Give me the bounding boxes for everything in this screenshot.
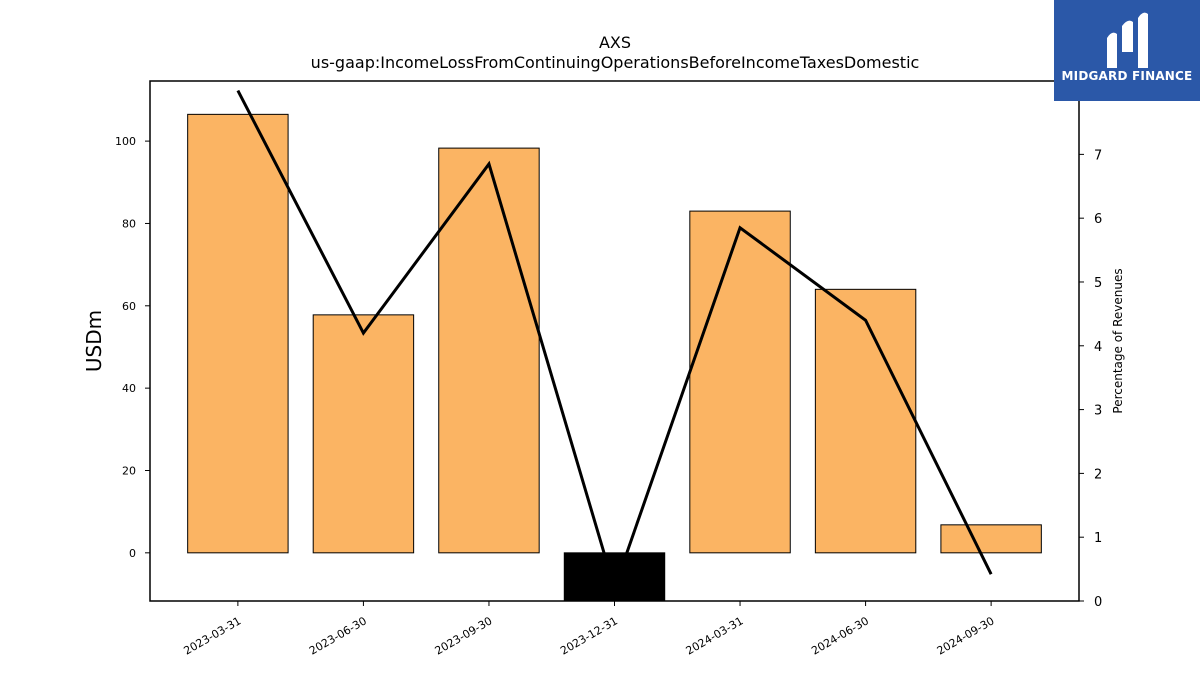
y-tick-label: 40 (122, 382, 136, 395)
x-tick-label: 2024-09-30 (935, 614, 997, 657)
y-tick-label: 0 (129, 547, 136, 560)
y-tick-label: 60 (122, 300, 136, 313)
brand-logo: MIDGARD FINANCE (1054, 0, 1200, 101)
y2-tick-label: 3 (1094, 404, 1102, 419)
x-tick-label: 2024-03-31 (684, 614, 746, 657)
x-tick-label: 2023-09-30 (433, 614, 495, 657)
y2-tick-label: 2 (1094, 467, 1102, 482)
bar (312, 314, 415, 554)
y2-tick-label: 0 (1094, 595, 1102, 610)
x-tick-label: 2023-06-30 (307, 614, 369, 657)
chart-subtitle: us-gaap:IncomeLossFromContinuingOperatio… (311, 53, 920, 72)
x-tick-label: 2023-03-31 (182, 614, 244, 657)
bar (689, 210, 791, 554)
plot-area: 0 20 40 60 80 100 0 1 2 3 4 5 6 7 2023-03-31 2023-06-30… (115, 80, 1102, 658)
y-tick-label: 100 (115, 135, 136, 148)
y-axis-label: USDm (82, 310, 106, 372)
y-tick-label: 80 (122, 217, 136, 230)
x-tick-label: 2024-06-30 (809, 614, 871, 657)
y2-tick-label: 1 (1094, 531, 1102, 546)
y2-axis-label: Percentage of Revenues (1111, 268, 1125, 413)
y2-tick-label: 5 (1094, 276, 1102, 291)
line-series (236, 89, 993, 594)
bar (563, 552, 666, 602)
bar (814, 288, 917, 554)
logo-text: MIDGARD FINANCE (1061, 69, 1193, 83)
logo-mark-icon (1107, 12, 1148, 69)
bar (438, 147, 540, 554)
chart-title: AXS (599, 33, 631, 52)
y2-tick-label: 7 (1094, 148, 1102, 163)
x-tick-label: 2023-12-31 (558, 614, 620, 657)
bar (940, 524, 1042, 554)
bar (187, 113, 289, 554)
y2-tick-label: 6 (1094, 212, 1102, 227)
y-tick-label: 20 (122, 464, 136, 477)
y2-tick-label: 4 (1094, 340, 1102, 355)
plot-frame (149, 80, 1080, 602)
